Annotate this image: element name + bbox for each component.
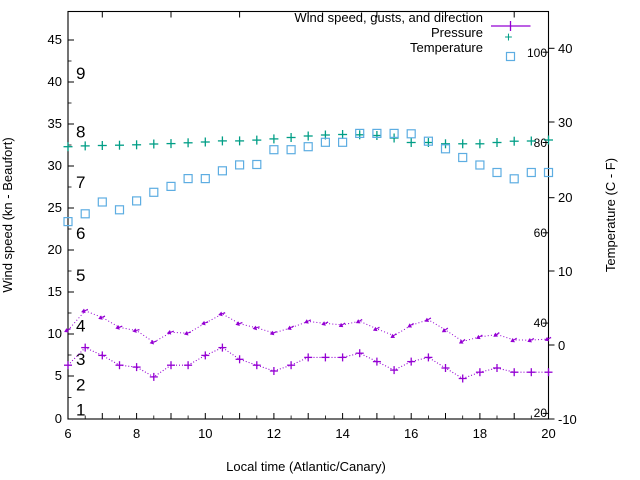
svg-text:6: 6 [76,224,85,243]
svg-text:Wind speed, gusts, and directi: Wind speed, gusts, and direction [294,10,483,25]
svg-text:0: 0 [558,338,565,353]
svg-text:12: 12 [267,426,281,441]
svg-text:5: 5 [76,266,85,285]
svg-text:25: 25 [48,200,62,215]
svg-text:20: 20 [48,242,62,257]
svg-text:40: 40 [48,74,62,89]
svg-text:Local time (Atlantic/Canary): Local time (Atlantic/Canary) [226,459,386,474]
svg-text:Wind speed (kn - Beaufort): Wind speed (kn - Beaufort) [0,137,15,292]
svg-text:30: 30 [558,115,572,130]
svg-text:0: 0 [55,411,62,426]
svg-text:1: 1 [76,401,85,420]
svg-text:10: 10 [558,264,572,279]
svg-text:8: 8 [133,426,140,441]
svg-text:4: 4 [76,316,85,335]
svg-text:7: 7 [76,173,85,192]
svg-text:-10: -10 [558,412,577,427]
svg-text:60: 60 [534,226,548,240]
svg-text:20: 20 [534,406,548,420]
svg-text:+: + [504,29,512,45]
svg-text:8: 8 [76,123,85,142]
svg-text:40: 40 [558,41,572,56]
svg-text:100: 100 [527,46,547,60]
svg-text:40: 40 [534,316,548,330]
svg-text:18: 18 [473,426,487,441]
svg-text:Pressure: Pressure [431,25,483,40]
svg-text:14: 14 [335,426,349,441]
svg-text:2: 2 [76,375,85,394]
svg-text:Temperature (C - F): Temperature (C - F) [603,158,618,272]
svg-text:45: 45 [48,32,62,47]
svg-text:Temperature: Temperature [410,40,483,55]
svg-text:15: 15 [48,284,62,299]
svg-text:80: 80 [534,136,548,150]
svg-text:20: 20 [541,426,555,441]
svg-text:10: 10 [48,326,62,341]
svg-text:10: 10 [198,426,212,441]
svg-text:20: 20 [558,190,572,205]
svg-text:35: 35 [48,116,62,131]
svg-text:30: 30 [48,158,62,173]
svg-text:6: 6 [64,426,71,441]
svg-text:9: 9 [76,64,85,83]
svg-text:3: 3 [76,350,85,369]
svg-text:16: 16 [404,426,418,441]
svg-text:5: 5 [55,368,62,383]
